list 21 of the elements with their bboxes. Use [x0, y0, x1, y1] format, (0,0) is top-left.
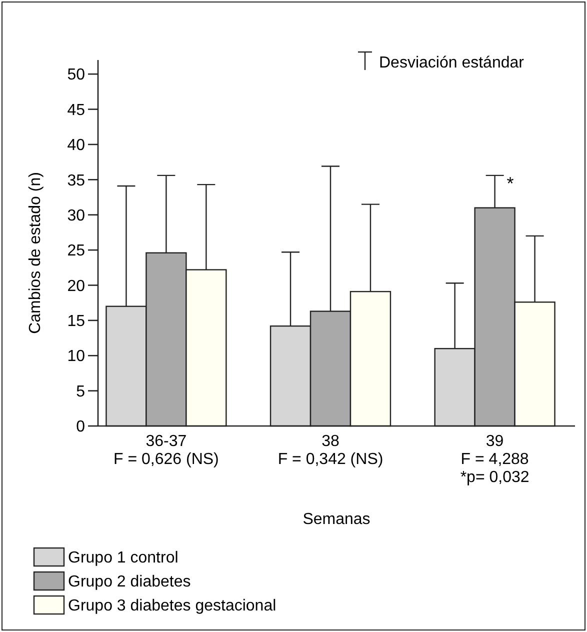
- y-tick-label: 40: [67, 137, 86, 154]
- y-tick-label: 45: [67, 102, 86, 119]
- y-tick-label: 30: [67, 207, 86, 224]
- y-tick-label: 10: [67, 348, 86, 366]
- y-tick-label: 50: [67, 66, 86, 84]
- y-tick-label: 15: [67, 313, 86, 330]
- legend-label: Grupo 3 diabetes gestacional: [68, 598, 276, 615]
- legend-label: Grupo 2 diabetes: [68, 574, 191, 591]
- x-tick-label: 36-37 F = 0,626 (NS): [114, 433, 219, 468]
- y-tick-label: 20: [67, 278, 86, 295]
- y-axis-title: Cambios de estado (n): [27, 172, 44, 334]
- annotation: Desviación estándar: [379, 54, 525, 72]
- legend-label: Grupo 1 control: [68, 550, 178, 567]
- x-tick-label: 38 F = 0,342 (NS): [278, 433, 384, 468]
- y-tick-label: 35: [67, 172, 86, 190]
- x-tick-label: 39 F = 4,288 *p= 0,032: [460, 433, 530, 486]
- annotation: *: [506, 173, 514, 194]
- y-tick-label: 5: [76, 383, 86, 400]
- y-tick-label: 0: [76, 418, 86, 436]
- x-axis-title: Semanas: [302, 511, 370, 528]
- y-tick-label: 25: [67, 242, 86, 260]
